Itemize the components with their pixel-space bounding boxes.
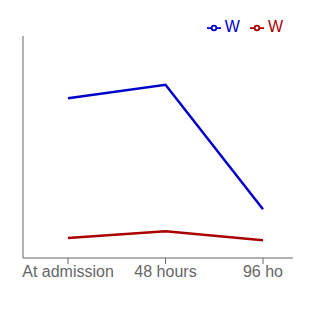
svg-text:96 ho: 96 ho — [243, 263, 283, 280]
svg-text:48 hours: 48 hours — [134, 263, 196, 280]
html-text:W: W — [224, 18, 240, 35]
svg-text:At admission: At admission — [22, 263, 114, 280]
html-text:W: W — [267, 18, 283, 35]
